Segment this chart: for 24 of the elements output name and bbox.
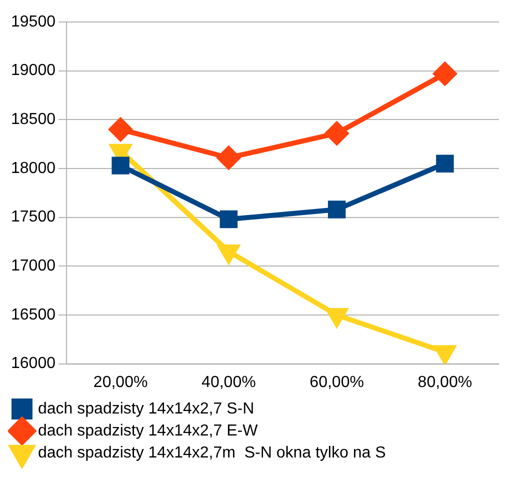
- legend-label: dach spadzisty 14x14x2,7 E-W: [38, 422, 259, 440]
- y-tick-label: 17500: [10, 208, 56, 226]
- y-tick-label: 17000: [10, 258, 56, 275]
- y-tick-label: 16500: [10, 306, 56, 324]
- y-tick-label: 18500: [10, 111, 56, 128]
- point: [328, 200, 346, 218]
- y-tick-label: 16000: [10, 355, 56, 372]
- x-tick-label: 60,00%: [310, 374, 364, 391]
- legend-label: dach spadzisty 14x14x2,7 S-N: [38, 400, 254, 418]
- point: [112, 156, 130, 174]
- point: [325, 122, 348, 145]
- x-tick-label: 20,00%: [93, 374, 148, 391]
- y-tick-label: 19000: [10, 62, 56, 80]
- legend-label: dach spadzisty 14x14x2,7m S-N okna tylko na S: [38, 444, 386, 462]
- point: [217, 146, 240, 170]
- point: [436, 154, 454, 172]
- x-tick-label: 80,00%: [418, 374, 472, 391]
- point: [434, 345, 456, 364]
- point: [109, 118, 132, 141]
- x-tick-label: 40,00%: [202, 374, 256, 391]
- point: [220, 210, 238, 228]
- point: [433, 62, 456, 86]
- y-tick-label: 18000: [10, 160, 56, 177]
- y-tick-label: 19500: [10, 13, 56, 30]
